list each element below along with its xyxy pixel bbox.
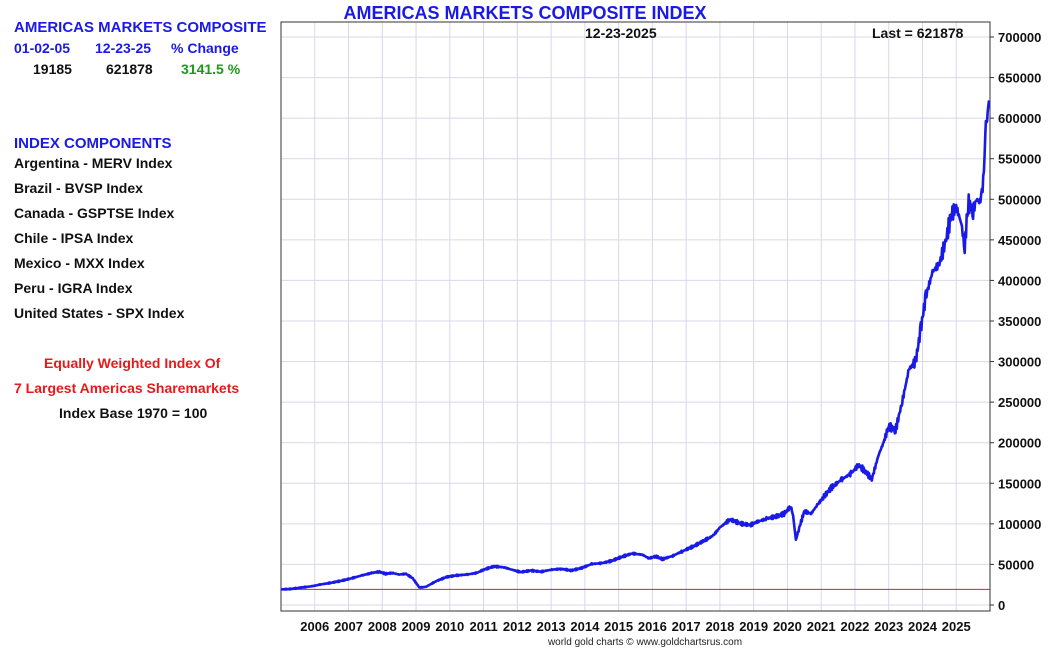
x-tick-label: 2014	[570, 619, 600, 634]
y-tick-label: 650000	[998, 71, 1041, 86]
x-tick-label: 2013	[537, 619, 566, 634]
y-tick-label: 500000	[998, 192, 1041, 207]
component-item: Peru - IGRA Index	[14, 280, 133, 296]
end-value: 621878	[106, 61, 153, 77]
col-end-date: 12-23-25	[95, 40, 152, 56]
start-value: 19185	[33, 61, 72, 77]
x-tick-label: 2024	[908, 619, 938, 634]
note-line-1: Equally Weighted Index Of	[44, 355, 221, 371]
footer-credit: world gold charts © www.goldchartsrus.co…	[547, 637, 743, 648]
component-item: Canada - GSPTSE Index	[14, 205, 175, 221]
chart-date-label: 12-23-2025	[585, 25, 657, 41]
x-tick-label: 2017	[672, 619, 701, 634]
x-tick-label: 2018	[705, 619, 734, 634]
x-tick-label: 2006	[300, 619, 329, 634]
x-tick-label: 2020	[773, 619, 802, 634]
y-tick-label: 450000	[998, 233, 1041, 248]
component-item: Chile - IPSA Index	[14, 230, 134, 246]
plot-frame	[280, 21, 991, 612]
x-tick-label: 2009	[402, 619, 431, 634]
col-change-header: % Change	[171, 40, 239, 56]
y-tick-label: 350000	[998, 314, 1041, 329]
note-line-3: Index Base 1970 = 100	[59, 405, 208, 421]
y-tick-label: 400000	[998, 273, 1041, 288]
y-tick-label: 50000	[998, 557, 1034, 572]
panel-header: AMERICAS MARKETS COMPOSITE	[14, 19, 267, 36]
y-tick-label: 700000	[998, 30, 1041, 45]
change-value: 3141.5 %	[181, 61, 241, 77]
components-title: INDEX COMPONENTS	[14, 135, 172, 152]
x-tick-label: 2021	[807, 619, 836, 634]
x-tick-label: 2022	[840, 619, 869, 634]
chart-title: AMERICAS MARKETS COMPOSITE INDEX	[343, 3, 707, 23]
y-tick-label: 600000	[998, 111, 1041, 126]
y-tick-label: 250000	[998, 395, 1041, 410]
chart-last-label: Last = 621878	[872, 25, 964, 41]
y-tick-label: 300000	[998, 355, 1041, 370]
x-tick-label: 2019	[739, 619, 768, 634]
x-tick-label: 2010	[435, 619, 464, 634]
y-tick-label: 550000	[998, 152, 1041, 167]
y-tick-label: 200000	[998, 436, 1041, 451]
x-tick-label: 2012	[503, 619, 532, 634]
x-tick-label: 2011	[469, 619, 497, 634]
index-series-line	[280, 100, 991, 591]
x-tick-label: 2015	[604, 619, 633, 634]
y-tick-label: 150000	[998, 476, 1041, 491]
x-tick-label: 2007	[334, 619, 363, 634]
component-item: Brazil - BVSP Index	[14, 180, 143, 196]
x-tick-label: 2008	[368, 619, 397, 634]
col-start-date: 01-02-05	[14, 40, 71, 56]
x-tick-label: 2025	[942, 619, 971, 634]
component-item: Argentina - MERV Index	[14, 155, 173, 171]
x-tick-label: 2023	[874, 619, 903, 634]
component-item: United States - SPX Index	[14, 305, 185, 321]
note-line-2: 7 Largest Americas Sharemarkets	[14, 380, 240, 396]
y-tick-label: 0	[998, 598, 1005, 613]
y-tick-label: 100000	[998, 517, 1041, 532]
x-tick-label: 2016	[638, 619, 667, 634]
component-item: Mexico - MXX Index	[14, 255, 145, 271]
